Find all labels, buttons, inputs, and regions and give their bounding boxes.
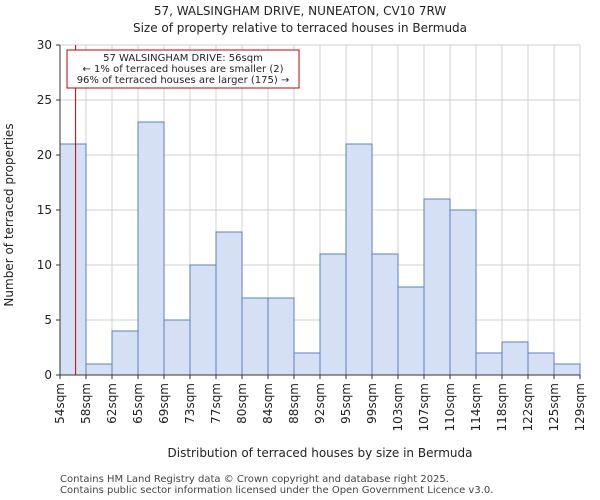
y-tick-label: 10: [37, 258, 52, 272]
y-axis-label: Number of terraced properties: [2, 123, 16, 306]
footer-licence: Contains public sector information licen…: [60, 485, 494, 496]
bar: [85, 363, 113, 376]
y-tick-label: 5: [44, 313, 52, 327]
bar: [449, 209, 477, 376]
bar: [345, 143, 373, 376]
x-tick-label: 125sqm: [547, 383, 561, 431]
x-ticks: 54sqm 58sqm 62sqm 65sqm 69sqm 73sqm 77sqm 80sqm…: [53, 375, 587, 431]
bar: [475, 352, 503, 376]
x-tick-label: 122sqm: [521, 383, 535, 431]
x-tick-label: 80sqm: [235, 383, 249, 424]
x-tick-label: 99sqm: [365, 383, 379, 424]
bar: [137, 121, 165, 376]
x-tick-label: 88sqm: [287, 383, 301, 424]
x-tick-label: 118sqm: [495, 383, 509, 431]
bar: [163, 319, 191, 376]
x-tick-label: 103sqm: [391, 383, 405, 431]
bars: [59, 121, 581, 376]
x-tick-label: 58sqm: [79, 383, 93, 424]
y-tick-label: 20: [37, 148, 52, 162]
chart-title: 57, WALSINGHAM DRIVE, NUNEATON, CV10 7RW: [153, 4, 447, 18]
y-tick-label: 25: [37, 93, 52, 107]
x-tick-label: 114sqm: [469, 383, 483, 431]
bar: [319, 253, 347, 376]
x-tick-label: 73sqm: [183, 383, 197, 424]
bar: [553, 363, 581, 376]
x-tick-label: 54sqm: [53, 383, 67, 424]
bar: [527, 352, 555, 376]
annotation-line: 57 WALSINGHAM DRIVE: 56sqm: [103, 53, 263, 64]
bar: [59, 143, 87, 376]
y-tick-label: 15: [37, 203, 52, 217]
footer-copyright: Contains HM Land Registry data © Crown c…: [60, 474, 449, 485]
x-tick-label: 62sqm: [105, 383, 119, 424]
property-marker: 57 WALSINGHAM DRIVE: 56sqm← 1% of terrac…: [66, 45, 300, 375]
x-tick-label: 84sqm: [261, 383, 275, 424]
annotation-line: ← 1% of terraced houses are smaller (2): [83, 64, 284, 75]
x-tick-label: 77sqm: [209, 383, 223, 424]
bar: [371, 253, 399, 376]
x-tick-label: 92sqm: [313, 383, 327, 424]
annotation-line: 96% of terraced houses are larger (175) …: [77, 75, 290, 86]
x-axis-label: Distribution of terraced houses by size …: [168, 446, 473, 460]
bar: [241, 297, 269, 376]
y-tick-label: 0: [44, 368, 52, 382]
bar: [267, 297, 295, 376]
bar: [215, 231, 243, 376]
y-tick-label: 30: [37, 38, 52, 52]
x-tick-label: 129sqm: [573, 383, 587, 431]
x-tick-label: 69sqm: [157, 383, 171, 424]
bar: [111, 330, 139, 376]
bar: [423, 198, 451, 376]
x-tick-label: 107sqm: [417, 383, 431, 431]
bar: [293, 352, 321, 376]
annotation-box: [66, 49, 300, 89]
bar: [501, 341, 529, 376]
bar: [189, 264, 217, 376]
bar: [397, 286, 425, 376]
y-ticks: 0 5 10 15 20 25 30: [37, 38, 60, 382]
chart-subtitle: Size of property relative to terraced ho…: [132, 21, 468, 35]
x-tick-label: 65sqm: [131, 383, 145, 424]
x-tick-label: 110sqm: [443, 383, 457, 431]
x-tick-label: 95sqm: [339, 383, 353, 424]
